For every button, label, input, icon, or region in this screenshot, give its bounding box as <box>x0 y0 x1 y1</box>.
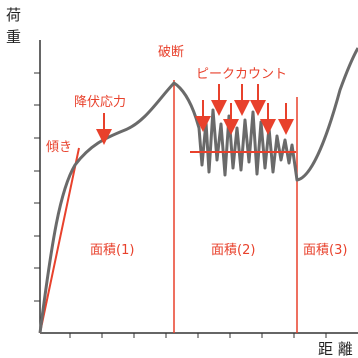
yield-label: 降伏応力 <box>74 95 126 110</box>
force-curve <box>38 47 358 334</box>
peak-arrows <box>195 84 294 135</box>
area3-label: 面積(3) <box>303 243 347 258</box>
x-ticks <box>69 333 327 338</box>
peak-count-label: ピークカウント <box>196 67 287 82</box>
area2-label: 面積(2) <box>211 243 255 258</box>
x-axis-label: 距 離 <box>318 340 353 358</box>
area1-label: 面積(1) <box>90 243 134 258</box>
y-axis-label-2: 重 <box>6 28 21 46</box>
y-axis-label-1: 荷 <box>6 6 21 24</box>
y-ticks <box>34 72 40 302</box>
break-label: 破断 <box>158 45 184 60</box>
slope-line <box>39 147 80 334</box>
slope-label: 傾き <box>46 140 72 155</box>
